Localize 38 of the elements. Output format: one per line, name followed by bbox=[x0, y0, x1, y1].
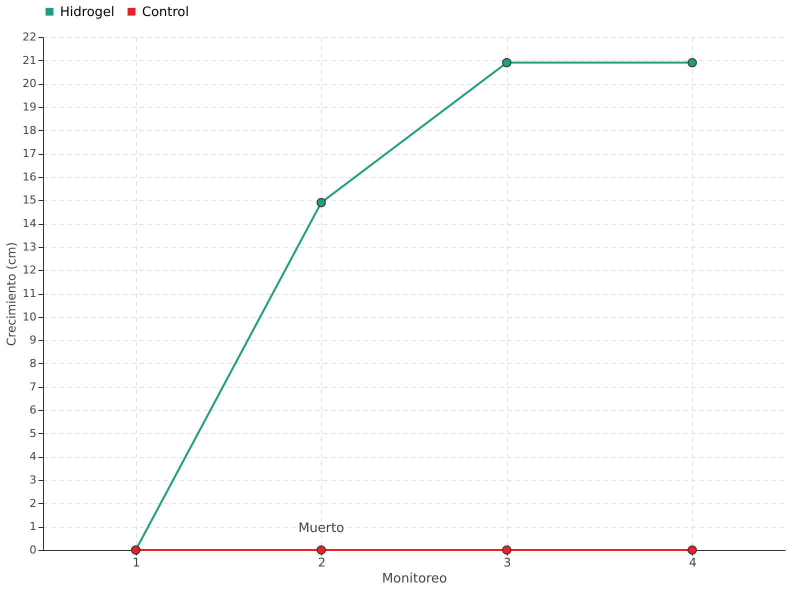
y-tick-label: 19 bbox=[22, 100, 36, 114]
y-tick-label: 11 bbox=[22, 287, 36, 300]
y-tick-label: 0 bbox=[30, 544, 36, 556]
point bbox=[688, 545, 697, 555]
x-axis-title: Monitoreo bbox=[382, 572, 448, 586]
y-tick-label: 2 bbox=[30, 496, 36, 510]
point bbox=[316, 545, 326, 555]
y-tick-label: 15 bbox=[22, 194, 36, 207]
y-tick-label: 10 bbox=[22, 310, 36, 324]
x-tick-label: 3 bbox=[503, 556, 512, 570]
x-tick-label: 4 bbox=[688, 556, 697, 570]
y-tick-label: 7 bbox=[30, 380, 36, 394]
y-tick-label: 21 bbox=[22, 54, 36, 67]
y-tick-label: 22 bbox=[22, 30, 36, 44]
point bbox=[502, 58, 512, 68]
y-tick-label: 16 bbox=[22, 170, 36, 184]
y-tick-label: 5 bbox=[30, 426, 36, 440]
y-tick-label: 18 bbox=[22, 124, 36, 137]
point bbox=[316, 198, 326, 208]
annotation: Muerto bbox=[298, 521, 344, 536]
y-tick-label: 14 bbox=[22, 217, 36, 230]
y-axis-title: Crecimiento (cm) bbox=[4, 242, 19, 346]
point bbox=[502, 545, 512, 555]
y-tick-label: 1 bbox=[30, 520, 36, 534]
y-tick-label: 20 bbox=[22, 77, 36, 90]
y-tick-label: 3 bbox=[30, 474, 36, 487]
point bbox=[688, 58, 697, 68]
y-tick-label: 6 bbox=[30, 404, 36, 417]
y-tick-label: 4 bbox=[30, 450, 36, 464]
y-tick-label: 13 bbox=[22, 240, 36, 254]
y-tick-label: 9 bbox=[30, 334, 36, 347]
x-tick-label: 1 bbox=[132, 556, 140, 570]
y-tick-label: 17 bbox=[22, 147, 36, 160]
y-tick-label: 8 bbox=[30, 356, 36, 370]
x-tick-label: 2 bbox=[318, 556, 326, 570]
y-tick-label: 12 bbox=[22, 264, 36, 277]
legend-label: Control bbox=[142, 4, 189, 20]
legend-label: Hidrogel bbox=[60, 4, 115, 20]
